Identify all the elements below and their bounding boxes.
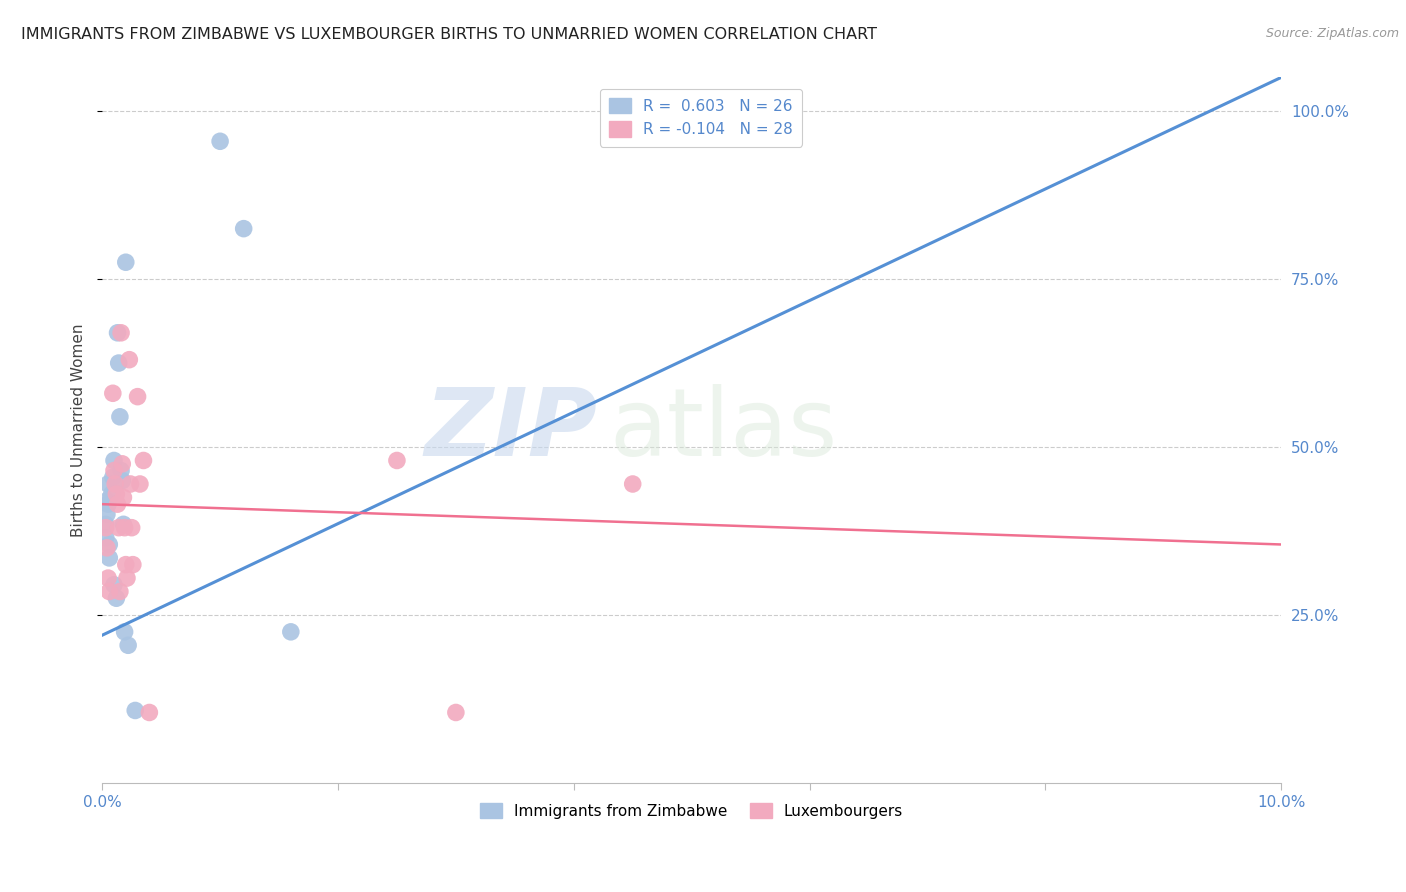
- Point: [111, 457, 134, 471]
- Point: [114, 624, 136, 639]
- Point: [232, 221, 254, 235]
- Point: [112, 517, 135, 532]
- Text: Source: ZipAtlas.com: Source: ZipAtlas.com: [1265, 27, 1399, 40]
- Point: [107, 326, 129, 340]
- Point: [104, 477, 127, 491]
- Point: [103, 464, 125, 478]
- Text: IMMIGRANTS FROM ZIMBABWE VS LUXEMBOURGER BIRTHS TO UNMARRIED WOMEN CORRELATION C: IMMIGRANTS FROM ZIMBABWE VS LUXEMBOURGER…: [21, 27, 877, 42]
- Point: [114, 521, 136, 535]
- Point: [111, 474, 134, 488]
- Point: [110, 326, 132, 340]
- Point: [621, 477, 644, 491]
- Point: [94, 517, 117, 532]
- Point: [121, 521, 143, 535]
- Point: [101, 386, 124, 401]
- Point: [132, 453, 155, 467]
- Text: atlas: atlas: [609, 384, 838, 476]
- Point: [107, 356, 129, 370]
- Point: [115, 571, 138, 585]
- Point: [98, 550, 121, 565]
- Point: [101, 470, 124, 484]
- Point: [280, 624, 302, 639]
- Point: [114, 558, 136, 572]
- Point: [108, 409, 131, 424]
- Point: [94, 531, 117, 545]
- Legend: Immigrants from Zimbabwe, Luxembourgers: Immigrants from Zimbabwe, Luxembourgers: [474, 797, 910, 825]
- Point: [98, 584, 121, 599]
- Point: [385, 453, 408, 467]
- Point: [107, 521, 129, 535]
- Point: [444, 706, 467, 720]
- Point: [96, 541, 118, 555]
- Point: [127, 390, 149, 404]
- Point: [105, 487, 128, 501]
- Point: [100, 487, 122, 501]
- Point: [118, 352, 141, 367]
- Point: [110, 464, 132, 478]
- Point: [105, 591, 128, 606]
- Point: [96, 493, 118, 508]
- Point: [117, 638, 139, 652]
- Point: [97, 477, 120, 491]
- Point: [98, 537, 121, 551]
- Point: [138, 706, 160, 720]
- Point: [97, 571, 120, 585]
- Point: [103, 578, 125, 592]
- Point: [209, 134, 232, 148]
- Point: [108, 584, 131, 599]
- Y-axis label: Births to Unmarried Women: Births to Unmarried Women: [72, 324, 86, 537]
- Point: [103, 453, 125, 467]
- Point: [96, 508, 118, 522]
- Point: [124, 703, 146, 717]
- Point: [121, 558, 143, 572]
- Text: ZIP: ZIP: [425, 384, 598, 476]
- Point: [120, 477, 142, 491]
- Point: [129, 477, 152, 491]
- Point: [107, 497, 129, 511]
- Point: [112, 491, 135, 505]
- Point: [114, 255, 136, 269]
- Point: [94, 521, 117, 535]
- Point: [97, 497, 120, 511]
